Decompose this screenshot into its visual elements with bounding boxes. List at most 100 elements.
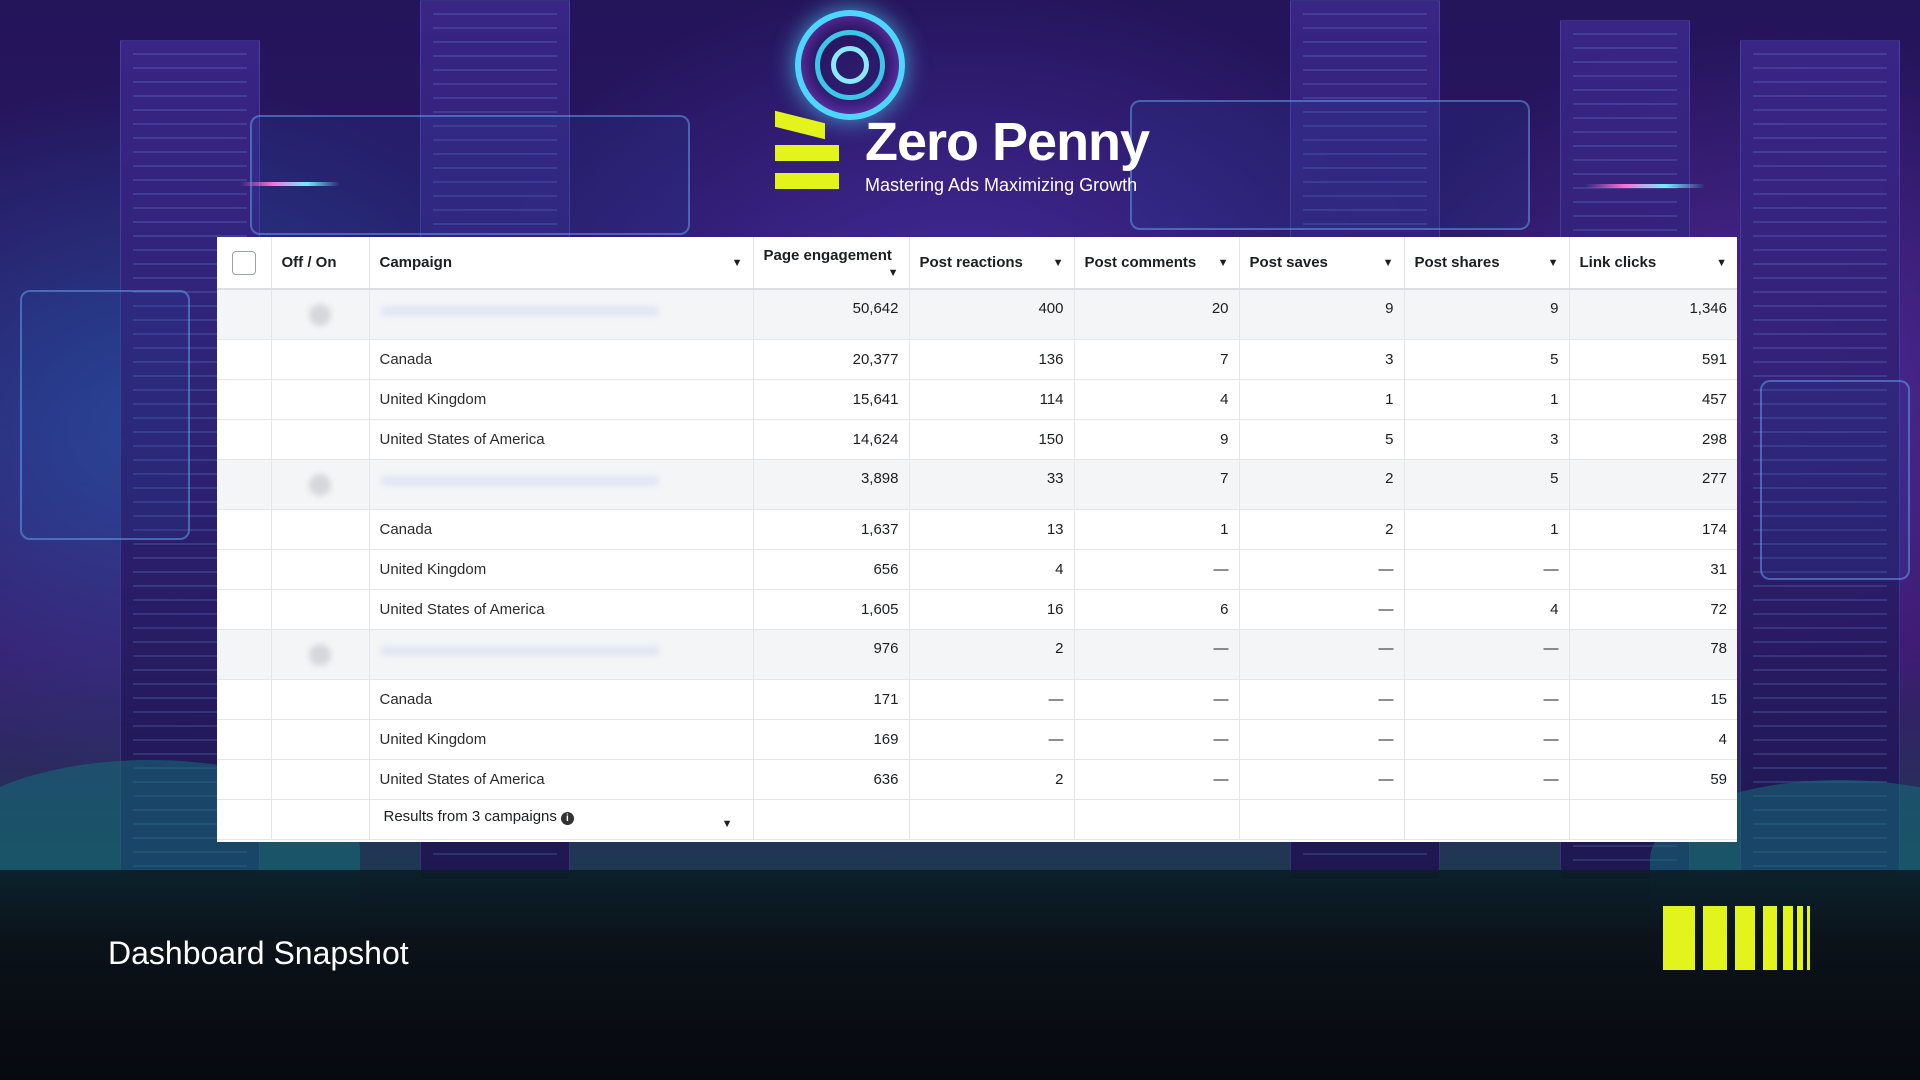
select-all-checkbox[interactable] [231, 250, 256, 275]
post-reactions-cell: 114 [909, 379, 1075, 420]
post-shares-cell: 1 [1404, 379, 1570, 420]
page-engagement-cell: 171 [753, 679, 910, 720]
column-header-link-clicks[interactable]: Link clicks ▼ [1569, 237, 1737, 290]
post-saves-cell: — [1239, 549, 1405, 590]
country-cell: Canada [369, 679, 754, 720]
page-engagement-cell: 976 [753, 629, 910, 680]
country-cell: United States of America [369, 419, 754, 460]
barcode-logo-icon [1663, 906, 1813, 970]
sort-caret-icon[interactable]: ▼ [731, 257, 743, 269]
post-saves-cell: — [1239, 589, 1405, 630]
campaign-toggle-blurred[interactable] [309, 304, 331, 326]
sort-caret-icon[interactable]: ▼ [1217, 257, 1229, 269]
post-shares-cell: — [1404, 629, 1570, 680]
link-clicks-cell: 4 [1569, 719, 1737, 760]
post-saves-cell: 2 [1239, 459, 1405, 510]
country-cell: United Kingdom [369, 719, 754, 760]
table-row-breakdown: Canada 171 — — — — 15 [217, 679, 1737, 720]
column-header-toggle[interactable]: Off / On [271, 237, 370, 290]
select-all-cell [217, 237, 272, 290]
table-footer-row: Results from 3 campaigns i ▼ [217, 799, 1737, 840]
post-reactions-cell: 2 [909, 629, 1075, 680]
sort-caret-icon[interactable]: ▼ [1052, 257, 1064, 269]
background-glow [1585, 184, 1705, 188]
post-saves-cell: 2 [1239, 509, 1405, 550]
campaign-toggle-blurred[interactable] [309, 473, 331, 496]
sort-caret-icon[interactable]: ▼ [887, 266, 899, 279]
post-reactions-cell: 4 [909, 549, 1075, 590]
campaign-name-blurred[interactable] [369, 459, 754, 510]
post-comments-cell: 20 [1074, 289, 1240, 340]
link-clicks-cell: 591 [1569, 339, 1737, 380]
page-engagement-cell: 1,637 [753, 509, 910, 550]
page-engagement-cell: 636 [753, 759, 910, 800]
table-row-breakdown: Canada 1,637 13 1 2 1 174 [217, 509, 1737, 550]
post-saves-cell: 9 [1239, 289, 1405, 340]
table-row-breakdown: Canada 20,377 136 7 3 5 591 [217, 339, 1737, 380]
post-shares-cell: 5 [1404, 459, 1570, 510]
link-clicks-cell: 174 [1569, 509, 1737, 550]
post-comments-cell: — [1074, 759, 1240, 800]
sort-caret-icon[interactable]: ▼ [1716, 257, 1727, 269]
post-reactions-cell: — [909, 719, 1075, 760]
post-comments-cell: 1 [1074, 509, 1240, 550]
brand-tagline: Mastering Ads Maximizing Growth [865, 175, 1138, 195]
column-header-campaign[interactable]: Campaign ▼ [369, 237, 754, 290]
post-reactions-cell: 2 [909, 759, 1075, 800]
background-glow [240, 182, 340, 186]
table-row-campaign[interactable]: 3,898 33 7 2 5 277 [217, 459, 1737, 510]
column-header-post-saves[interactable]: Post saves ▼ [1239, 237, 1405, 290]
sort-caret-icon[interactable]: ▼ [1547, 257, 1559, 269]
table-row-breakdown: United States of America 1,605 16 6 — 4 … [217, 589, 1737, 630]
background-panel [1130, 100, 1530, 230]
ads-results-table: Off / On Campaign ▼ Page engagement ▼ Post… [217, 237, 1737, 842]
table-row-breakdown: United Kingdom 15,641 114 4 1 1 457 [217, 379, 1737, 420]
link-clicks-cell: 31 [1569, 549, 1737, 590]
link-clicks-cell: 298 [1569, 419, 1737, 460]
post-comments-cell: — [1074, 549, 1240, 590]
page-engagement-cell: 15,641 [753, 379, 910, 420]
post-saves-cell: 1 [1239, 379, 1405, 420]
post-comments-cell: — [1074, 679, 1240, 720]
chevron-down-icon[interactable]: ▼ [721, 818, 733, 830]
link-clicks-cell: 457 [1569, 379, 1737, 420]
info-icon[interactable]: i [560, 812, 574, 825]
campaign-name-blurred[interactable] [369, 289, 754, 340]
post-shares-cell: 1 [1404, 509, 1570, 550]
country-cell: Canada [369, 509, 754, 550]
post-saves-cell: — [1239, 679, 1405, 720]
post-saves-cell: — [1239, 719, 1405, 760]
results-label: Results from 3 campaigns [383, 808, 557, 825]
table-row-breakdown: United States of America 14,624 150 9 5 … [217, 419, 1737, 460]
post-saves-cell: — [1239, 629, 1405, 680]
country-cell: United Kingdom [369, 549, 754, 590]
post-reactions-cell: 13 [909, 509, 1075, 550]
post-reactions-cell: — [909, 679, 1075, 720]
results-summary[interactable]: Results from 3 campaigns i ▼ [369, 799, 754, 840]
column-header-post-shares[interactable]: Post shares ▼ [1404, 237, 1570, 290]
link-clicks-cell: 72 [1569, 589, 1737, 630]
post-comments-cell: 7 [1074, 459, 1240, 510]
post-saves-cell: 5 [1239, 419, 1405, 460]
column-header-page-engagement[interactable]: Page engagement ▼ [753, 237, 910, 290]
campaign-toggle-blurred[interactable] [309, 643, 331, 666]
country-cell: United States of America [369, 759, 754, 800]
table-row-campaign[interactable]: 50,642 400 20 9 9 1,346 [217, 289, 1737, 340]
column-header-post-comments[interactable]: Post comments ▼ [1074, 237, 1240, 290]
post-shares-cell: — [1404, 549, 1570, 590]
country-cell: United Kingdom [369, 379, 754, 420]
post-reactions-cell: 400 [909, 289, 1075, 340]
column-header-post-reactions[interactable]: Post reactions ▼ [909, 237, 1075, 290]
sort-caret-icon[interactable]: ▼ [1382, 257, 1394, 269]
page-engagement-cell: 50,642 [753, 289, 910, 340]
table-row-campaign[interactable]: 976 2 — — — 78 [217, 629, 1737, 680]
zero-penny-logo-icon [775, 110, 839, 191]
post-reactions-cell: 136 [909, 339, 1075, 380]
link-clicks-cell: 78 [1569, 629, 1737, 680]
background-panel [1760, 380, 1910, 580]
campaign-name-blurred[interactable] [369, 629, 754, 680]
post-comments-cell: 9 [1074, 419, 1240, 460]
post-shares-cell: 9 [1404, 289, 1570, 340]
page-engagement-cell: 1,605 [753, 589, 910, 630]
post-saves-cell: 3 [1239, 339, 1405, 380]
